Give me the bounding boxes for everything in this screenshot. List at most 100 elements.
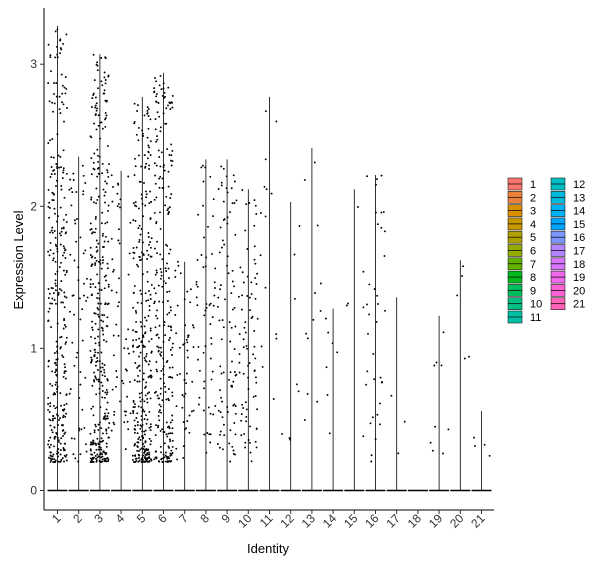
point-1-305 [65, 231, 68, 234]
point-1-82 [60, 188, 63, 191]
point-1-284 [54, 289, 57, 292]
point-10-51 [253, 224, 256, 227]
point-5-230 [145, 299, 148, 302]
legend-label-16: 16 [573, 232, 585, 244]
point-3-260 [92, 282, 95, 285]
point-9-8 [220, 372, 223, 375]
point-5-256 [142, 458, 144, 461]
point-3-141 [105, 429, 108, 432]
point-6-225 [167, 460, 170, 463]
point-5-272 [138, 369, 141, 372]
point-1-126 [63, 404, 66, 406]
point-5-268 [149, 241, 152, 244]
point-6-248 [169, 452, 172, 455]
point-4-33 [117, 202, 120, 205]
point-3-267 [106, 325, 109, 328]
point-2-15 [70, 437, 73, 440]
point-5-115 [142, 215, 145, 218]
point-5-100 [136, 301, 139, 304]
point-13-3 [303, 178, 306, 181]
point-8-58 [203, 236, 205, 239]
point-5-240 [132, 344, 135, 347]
point-7-44 [175, 447, 178, 450]
point-3-219 [97, 423, 100, 426]
point-10-76 [240, 419, 243, 422]
point-5-280 [136, 412, 139, 415]
point-9-38 [233, 403, 236, 406]
point-3-7 [90, 335, 92, 338]
point-3-59 [95, 378, 98, 381]
point-5-312 [144, 345, 146, 348]
point-5-178 [145, 162, 148, 165]
point-1-83 [53, 230, 56, 232]
point-1-292 [65, 336, 68, 339]
point-5-154 [136, 110, 139, 112]
point-8-31 [196, 358, 199, 361]
point-1-192 [56, 433, 59, 436]
point-3-105 [96, 437, 99, 440]
point-5-253 [146, 249, 149, 252]
point-3-125 [104, 303, 107, 306]
point-3-356 [94, 442, 97, 445]
point-5-56 [149, 423, 152, 426]
point-4-8 [118, 277, 120, 280]
point-1-281 [53, 102, 56, 105]
point-3-265 [90, 449, 92, 452]
point-10-71 [254, 276, 257, 279]
x-tick-label-21: 21 [468, 511, 488, 531]
point-6-34 [159, 429, 162, 432]
point-6-92 [162, 87, 165, 90]
point-3-259 [98, 440, 101, 443]
point-11-3 [275, 337, 278, 340]
point-6-77 [166, 291, 169, 293]
point-8-33 [196, 285, 199, 288]
point-5-72 [148, 168, 151, 170]
point-5-38 [139, 448, 142, 451]
point-3-328 [105, 393, 108, 396]
point-3-263 [105, 428, 108, 431]
point-3-37 [93, 152, 96, 155]
point-20-0 [461, 275, 464, 277]
point-3-176 [104, 82, 107, 85]
point-6-243 [159, 277, 162, 280]
point-2-16 [73, 219, 76, 222]
point-3-25 [97, 160, 100, 163]
point-6-207 [154, 77, 156, 79]
point-3-286 [91, 384, 94, 387]
point-1-134 [53, 458, 56, 461]
point-6-90 [168, 311, 171, 314]
point-10-10 [244, 401, 247, 404]
point-19-6 [433, 364, 436, 367]
point-6-163 [162, 186, 165, 189]
point-3-123 [101, 172, 104, 175]
point-2-46 [71, 191, 74, 194]
violin-group-20 [450, 260, 471, 492]
point-6-181 [162, 373, 165, 376]
point-5-37 [138, 392, 141, 395]
point-6-38 [168, 457, 171, 460]
point-10-1 [252, 395, 255, 398]
point-3-109 [105, 114, 108, 117]
point-6-186 [159, 387, 162, 390]
point-1-175 [48, 216, 51, 219]
point-6-32 [169, 248, 172, 251]
point-3-129 [89, 432, 92, 435]
point-5-143 [141, 398, 144, 401]
point-1-166 [55, 95, 58, 98]
point-6-142 [160, 354, 162, 357]
point-3-201 [89, 286, 92, 289]
point-12-1 [297, 390, 300, 393]
point-3-283 [97, 302, 100, 305]
point-16-12 [378, 402, 381, 405]
x-tick-label-14: 14 [320, 511, 340, 531]
violin-group-11 [259, 96, 280, 492]
point-6-159 [161, 428, 164, 431]
point-3-206 [100, 326, 103, 329]
point-5-61 [132, 257, 135, 260]
point-3-143 [107, 460, 109, 463]
point-3-256 [96, 357, 99, 359]
point-5-241 [138, 459, 141, 462]
point-1-72 [57, 451, 60, 454]
point-6-150 [160, 458, 163, 461]
point-3-194 [91, 326, 94, 329]
